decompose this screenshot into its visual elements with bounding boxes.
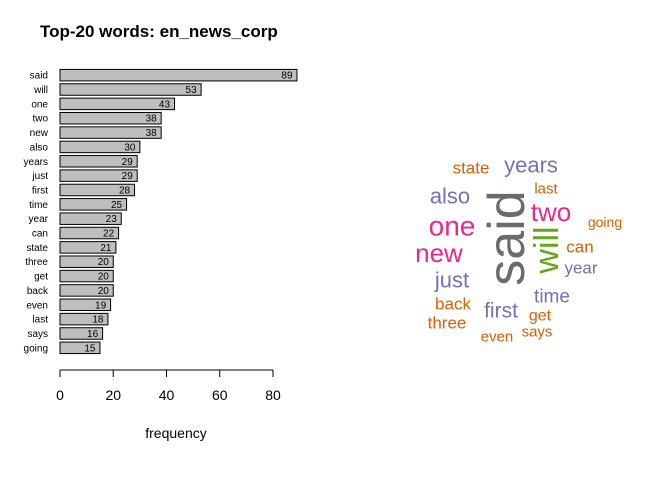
bar-years bbox=[59, 155, 138, 168]
x-tick-label: 80 bbox=[265, 387, 281, 403]
value-label: 20 bbox=[98, 286, 110, 297]
bar-first bbox=[59, 183, 136, 197]
bar-state bbox=[59, 241, 117, 254]
cloud-word-year: year bbox=[564, 259, 597, 278]
category-label: last bbox=[32, 315, 48, 326]
cloud-word-says: says bbox=[522, 324, 553, 341]
bar-back bbox=[59, 284, 114, 297]
bar-just bbox=[59, 169, 138, 182]
category-label: just bbox=[31, 171, 48, 182]
value-label: 25 bbox=[111, 200, 123, 211]
cloud-word-one: one bbox=[429, 211, 476, 242]
category-label: new bbox=[30, 128, 49, 139]
cloud-word-three: three bbox=[428, 314, 467, 333]
cloud-word-get: get bbox=[529, 308, 552, 325]
value-label: 21 bbox=[100, 243, 112, 254]
value-label: 16 bbox=[87, 329, 99, 340]
value-label: 23 bbox=[106, 214, 118, 225]
value-label: 38 bbox=[146, 128, 158, 139]
cloud-word-can: can bbox=[566, 238, 593, 257]
cloud-word-new: new bbox=[415, 238, 463, 268]
category-label: first bbox=[32, 185, 48, 196]
x-tick-label: 20 bbox=[105, 387, 121, 403]
category-label: even bbox=[26, 300, 48, 311]
value-label: 29 bbox=[122, 171, 134, 182]
bar-said bbox=[59, 68, 298, 82]
category-label: one bbox=[31, 99, 48, 110]
value-label: 38 bbox=[146, 114, 158, 125]
value-label: 22 bbox=[103, 229, 115, 240]
cloud-word-state: state bbox=[453, 159, 490, 178]
category-label: state bbox=[26, 243, 48, 254]
x-axis: 0 20 40 60 80 bbox=[56, 369, 281, 403]
cloud-word-will: will bbox=[528, 226, 566, 274]
cloud-word-said: said bbox=[478, 190, 536, 285]
bar-says bbox=[59, 327, 104, 340]
category-label: time bbox=[29, 200, 48, 211]
category-label: will bbox=[33, 85, 48, 96]
value-label: 15 bbox=[84, 343, 96, 354]
cloud-word-just: just bbox=[434, 268, 469, 293]
cloud-word-even: even bbox=[481, 329, 514, 346]
bar-time bbox=[59, 198, 128, 211]
bar-one bbox=[59, 97, 175, 111]
x-tick-label: 60 bbox=[212, 387, 228, 403]
cloud-word-first: first bbox=[484, 300, 518, 323]
category-label: going bbox=[24, 343, 48, 354]
cloud-word-two: two bbox=[531, 197, 571, 227]
bar-new bbox=[59, 126, 162, 139]
value-label: 28 bbox=[119, 185, 131, 196]
bar-even bbox=[59, 298, 112, 312]
value-label: 89 bbox=[281, 71, 293, 82]
bar-will bbox=[59, 83, 202, 96]
cloud-word-going: going bbox=[588, 214, 622, 230]
cloud-word-time: time bbox=[534, 287, 570, 308]
x-tick-label: 0 bbox=[56, 387, 64, 403]
value-label: 29 bbox=[122, 157, 134, 168]
value-label: 19 bbox=[95, 300, 107, 311]
category-label: back bbox=[27, 286, 49, 297]
category-label: two bbox=[32, 114, 48, 125]
bar-can bbox=[59, 226, 120, 240]
category-label: also bbox=[30, 142, 49, 153]
cloud-word-years: years bbox=[504, 153, 558, 178]
category-label: get bbox=[34, 272, 48, 283]
bar-going bbox=[59, 341, 101, 355]
category-label: three bbox=[25, 257, 48, 268]
category-label: can bbox=[32, 229, 48, 240]
cloud-word-back: back bbox=[435, 295, 471, 314]
bar-last bbox=[59, 312, 109, 326]
value-label: 18 bbox=[92, 315, 104, 326]
value-label: 53 bbox=[186, 85, 198, 96]
category-label: years bbox=[24, 157, 48, 168]
bar-two bbox=[59, 111, 162, 125]
value-label: 20 bbox=[98, 257, 110, 268]
category-label: said bbox=[30, 71, 48, 82]
bar-also bbox=[59, 140, 141, 154]
bar-get bbox=[59, 269, 114, 283]
bar-chart: said 89 will 53 one 43 two 38 new 38 also 30 years 29… bbox=[24, 68, 298, 355]
x-tick-label: 40 bbox=[159, 387, 175, 403]
chart-title: Top-20 words: en_news_corp bbox=[40, 22, 278, 41]
value-label: 30 bbox=[124, 142, 136, 153]
cloud-word-also: also bbox=[430, 184, 470, 209]
x-axis-label: frequency bbox=[145, 425, 206, 441]
bar-three bbox=[59, 255, 114, 268]
bar-year bbox=[59, 212, 122, 225]
value-label: 20 bbox=[98, 272, 110, 283]
category-label: year bbox=[29, 214, 49, 225]
cloud-word-last: last bbox=[534, 181, 558, 198]
category-label: says bbox=[27, 329, 48, 340]
value-label: 43 bbox=[159, 99, 171, 110]
